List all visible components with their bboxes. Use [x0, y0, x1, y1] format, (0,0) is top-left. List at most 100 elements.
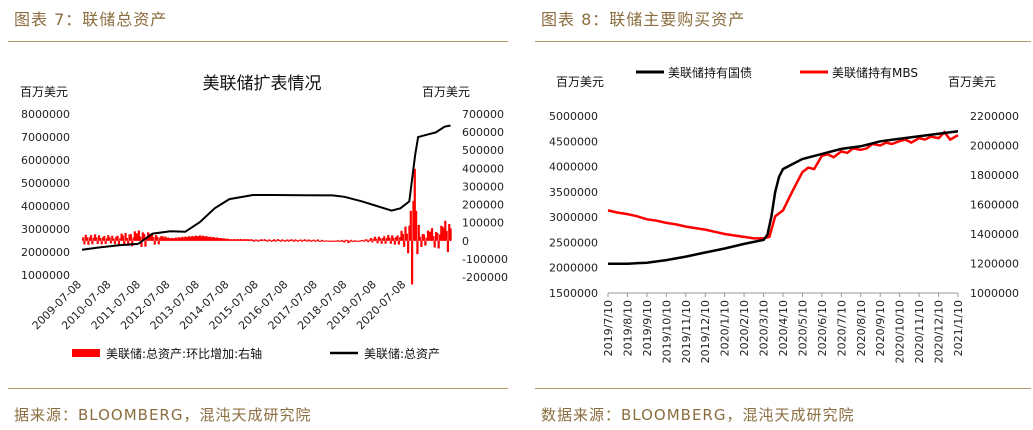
- right-y-tick: 200000: [462, 199, 504, 212]
- legend-swatch-weekly-change: [72, 349, 100, 357]
- weekly-change-bar: [101, 237, 105, 241]
- chart-right-treasuries-line: [608, 129, 959, 265]
- weekly-change-bar: [212, 237, 215, 241]
- weekly-change-bar: [286, 239, 289, 241]
- weekly-change-bar: [103, 236, 106, 241]
- weekly-change-bar: [387, 235, 390, 241]
- right-y-tick: 100000: [462, 217, 504, 230]
- weekly-change-bar: [125, 237, 128, 241]
- weekly-change-bar: [436, 232, 439, 241]
- legend-label-mbs: 美联储持有MBS: [832, 65, 918, 80]
- weekly-change-bar: [210, 238, 213, 241]
- weekly-change-bar: [265, 240, 268, 242]
- weekly-change-bar: [384, 240, 387, 244]
- weekly-change-bar: [83, 240, 86, 245]
- weekly-change-bar: [227, 239, 231, 241]
- weekly-change-bar: [385, 238, 389, 241]
- weekly-change-bar: [360, 239, 363, 241]
- weekly-change-bar: [242, 239, 245, 241]
- weekly-change-bar: [172, 238, 175, 241]
- left-y-tick: 1500000: [549, 287, 598, 300]
- weekly-change-bar: [222, 238, 225, 241]
- weekly-change-bar: [315, 240, 318, 242]
- x-tick: 2019/9/10: [641, 300, 654, 356]
- weekly-change-bar: [446, 240, 450, 252]
- weekly-change-bar: [418, 236, 422, 241]
- weekly-change-bar: [208, 236, 211, 241]
- weekly-change-bar: [434, 232, 438, 241]
- weekly-change-bar: [93, 234, 97, 241]
- weekly-change-bar: [144, 240, 147, 247]
- weekly-change-bar: [177, 237, 180, 241]
- weekly-change-bar: [331, 240, 334, 242]
- weekly-change-bar: [112, 238, 115, 241]
- weekly-change-bar: [198, 235, 201, 241]
- chart-left: 美联储扩表情况 百万美元 百万美元 1000000200000030000004…: [20, 74, 508, 361]
- weekly-change-bar: [170, 237, 174, 241]
- figure-right-source: 数据来源：BLOOMBERG，混沌天成研究院: [541, 406, 855, 424]
- weekly-change-bar: [352, 240, 355, 242]
- top-rule-right: [535, 41, 1031, 42]
- weekly-change-bar: [417, 224, 420, 241]
- weekly-change-bar: [319, 240, 322, 242]
- weekly-change-bar: [355, 240, 358, 242]
- x-tick: 2020/2/10: [738, 300, 751, 356]
- chart-right-legend: 美联储持有国债 美联储持有MBS: [636, 65, 918, 80]
- weekly-change-bar: [136, 233, 139, 241]
- weekly-change-bar: [415, 210, 418, 241]
- weekly-change-bar: [263, 239, 266, 241]
- weekly-change-bar: [193, 237, 196, 241]
- weekly-change-bar: [314, 240, 317, 242]
- weekly-change-bar: [223, 238, 227, 241]
- left-y-tick: 5000000: [21, 177, 70, 190]
- weekly-change-bar: [275, 239, 278, 241]
- chart-right-mbs-line: [607, 130, 959, 240]
- chart-left-left-unit: 百万美元: [20, 85, 68, 99]
- weekly-change-bar: [213, 237, 216, 241]
- weekly-change-bar: [150, 232, 154, 241]
- weekly-change-bar: [108, 237, 111, 241]
- left-y-tick: 6000000: [21, 154, 70, 167]
- weekly-change-bar: [361, 240, 365, 242]
- weekly-change-bar: [273, 239, 276, 241]
- weekly-change-bar: [416, 240, 419, 255]
- weekly-change-bar: [217, 238, 220, 241]
- x-tick: 2021/1/10: [952, 300, 965, 356]
- weekly-change-bar: [156, 236, 159, 241]
- weekly-change-bar: [348, 240, 351, 242]
- weekly-change-bar: [186, 237, 190, 241]
- weekly-change-bar: [302, 240, 305, 242]
- weekly-change-bar: [290, 239, 293, 241]
- x-tick: 2020/3/10: [758, 300, 771, 356]
- left-y-tick: 4000000: [21, 200, 70, 213]
- weekly-change-bar: [349, 239, 353, 241]
- weekly-change-bar: [336, 240, 339, 242]
- weekly-change-bar: [258, 240, 261, 242]
- weekly-change-bar: [449, 228, 452, 241]
- weekly-change-bar: [425, 237, 428, 241]
- weekly-change-bar: [395, 237, 398, 241]
- weekly-change-bar: [324, 240, 327, 242]
- weekly-change-bar: [140, 240, 143, 247]
- weekly-change-bar: [284, 239, 288, 241]
- weekly-change-bar: [97, 235, 101, 241]
- weekly-change-bar: [92, 237, 95, 241]
- x-tick: 2020/10/10: [894, 300, 907, 363]
- weekly-change-bar: [133, 231, 136, 241]
- left-y-tick: 2500000: [549, 236, 598, 249]
- x-tick: 2020/11/10: [913, 300, 926, 363]
- right-y-tick: 1400000: [970, 228, 1019, 241]
- weekly-change-bar: [445, 230, 448, 241]
- weekly-change-bar: [369, 238, 373, 241]
- weekly-change-bar: [322, 240, 325, 242]
- weekly-change-bar: [397, 240, 400, 245]
- weekly-change-bar: [353, 240, 357, 242]
- weekly-change-bar: [197, 236, 200, 241]
- weekly-change-bar: [338, 240, 341, 242]
- weekly-change-bar: [383, 236, 386, 241]
- weekly-change-bar: [307, 239, 310, 241]
- weekly-change-bar: [335, 240, 338, 242]
- weekly-change-bar: [393, 240, 396, 245]
- weekly-change-bar: [437, 240, 440, 249]
- weekly-change-bar: [429, 231, 432, 241]
